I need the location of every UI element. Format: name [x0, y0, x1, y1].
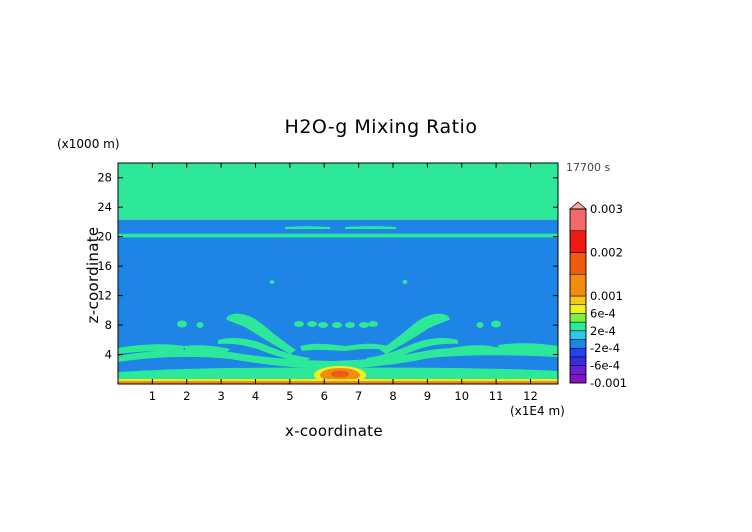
- colorbar-segment: [569, 274, 587, 297]
- wave-arc: [226, 313, 296, 354]
- wave-arc: [184, 345, 230, 353]
- colorbar-segment: [569, 295, 587, 305]
- colorbar-segment: [569, 356, 587, 366]
- colorbar: 0.003 0.002 0.001 6e-4 2e-4 -2e-4 -6e-4 -0.001: [569, 201, 627, 390]
- green-dot: [402, 280, 408, 284]
- x-axis-unit: (x1E4 m): [510, 404, 565, 418]
- colorbar-label: -6e-4: [590, 359, 620, 373]
- x-tick-label: 2: [183, 389, 190, 403]
- y-tick-label: 24: [97, 200, 112, 214]
- colorbar-segment: [569, 321, 587, 332]
- y-tick-label: 28: [97, 171, 112, 185]
- colorbar-segment: [569, 313, 587, 323]
- x-tick-label: 10: [454, 389, 469, 403]
- colorbar-segment: [569, 252, 587, 275]
- colorbar-label: 0.003: [590, 202, 623, 216]
- x-tick-label: 1: [149, 389, 156, 403]
- wave-arc: [300, 343, 388, 351]
- green-band: [498, 343, 558, 352]
- y-tick-label: 4: [105, 348, 112, 362]
- x-tick-label: 11: [489, 389, 504, 403]
- green-dash: [359, 322, 369, 328]
- y-axis-unit: (x1000 m): [57, 137, 120, 151]
- plot-frame: [117, 162, 559, 385]
- x-axis-label: x-coordinate: [285, 422, 383, 440]
- colorbar-segment: [569, 347, 587, 358]
- y-tick-label: 8: [105, 318, 112, 332]
- green-dash: [368, 321, 378, 327]
- colorbar-frame: [569, 208, 587, 384]
- colorbar-segment: [569, 230, 587, 253]
- green-band: [118, 344, 185, 354]
- chart-title: H2O-g Mixing Ratio: [284, 116, 478, 138]
- colorbar-label: 2e-4: [590, 324, 616, 338]
- y-tick-label: 16: [97, 259, 112, 273]
- colorbar-segment: [569, 374, 587, 384]
- green-band: [118, 347, 558, 369]
- colorbar-segment: [569, 339, 587, 349]
- green-dot: [196, 322, 204, 328]
- colorbar-label: -0.001: [590, 376, 627, 390]
- contour-region: [118, 219, 558, 384]
- time-label: 17700 s: [566, 161, 611, 174]
- wave-arc: [380, 313, 450, 354]
- plot-area: [118, 163, 558, 384]
- green-dash: [318, 322, 328, 328]
- colorbar-label: 0.001: [590, 289, 623, 303]
- green-dot: [269, 280, 275, 284]
- colorbar-extend-arrow: [569, 201, 587, 210]
- colorbar-label: -2e-4: [590, 341, 620, 355]
- x-tick-label: 12: [523, 389, 538, 403]
- colorbar-segment: [569, 365, 587, 375]
- x-tick-label: 9: [424, 389, 431, 403]
- colorbar-label: 0.002: [590, 246, 623, 260]
- green-dot: [476, 322, 484, 328]
- green-dash: [345, 322, 355, 328]
- wave-arc: [218, 337, 310, 362]
- x-tick-label: 4: [252, 389, 259, 403]
- x-tick-label: 6: [321, 389, 328, 403]
- x-tick-label: 7: [355, 389, 362, 403]
- colorbar-label: 6e-4: [590, 306, 616, 320]
- surface-core-inner: [331, 370, 349, 378]
- surface-yellow-line: [118, 379, 558, 381]
- green-dash: [307, 321, 317, 327]
- green-dash: [332, 322, 342, 328]
- colorbar-segment: [569, 208, 587, 231]
- green-streak: [345, 226, 396, 229]
- y-tick-label: 20: [97, 230, 112, 244]
- wave-arc: [446, 345, 492, 353]
- green-streak: [285, 226, 330, 229]
- x-tick-label: 3: [217, 389, 224, 403]
- contour-region: [118, 163, 558, 220]
- x-tick-label: 5: [286, 389, 293, 403]
- x-tick-label: 8: [389, 389, 396, 403]
- green-dot: [177, 320, 187, 328]
- wave-arc: [366, 337, 458, 362]
- contour-region: [118, 233, 558, 238]
- y-tick-label: 12: [97, 289, 112, 303]
- colorbar-segment: [569, 304, 587, 314]
- surface-orange-line: [118, 381, 558, 384]
- colorbar-segment: [569, 330, 587, 340]
- green-dash: [294, 321, 304, 327]
- green-dot: [491, 320, 501, 328]
